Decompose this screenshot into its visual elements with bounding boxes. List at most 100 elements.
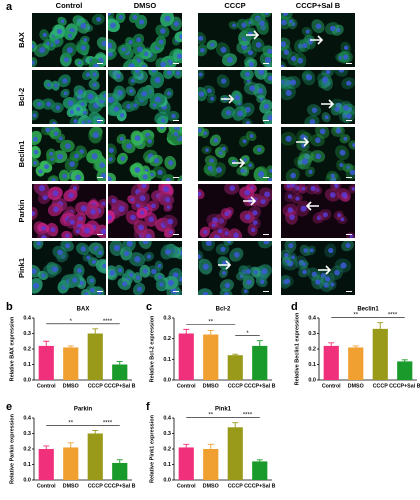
bar	[63, 347, 79, 380]
nucleus	[159, 127, 165, 130]
nucleus	[108, 51, 113, 57]
nucleus	[80, 45, 87, 51]
nucleus	[315, 153, 322, 160]
nucleus	[343, 45, 349, 51]
y-tick-label: 0.3	[23, 431, 31, 437]
y-tick-label: 0.4	[308, 315, 317, 321]
cells	[198, 184, 272, 238]
scale-bar	[263, 234, 269, 235]
x-tick-label: CCCP	[88, 383, 103, 389]
nucleus	[74, 153, 79, 159]
nucleus	[63, 56, 70, 63]
cells	[32, 13, 106, 67]
micrograph	[32, 127, 106, 181]
nucleus	[141, 91, 147, 97]
nucleus	[248, 163, 253, 168]
y-tick-label: 0.1	[163, 357, 171, 363]
y-tick-label: 0.4	[163, 415, 172, 421]
y-axis-label: Relative Beclin1 expression	[294, 312, 300, 385]
nucleus	[198, 72, 203, 77]
nucleus	[265, 56, 272, 64]
nucleus	[233, 251, 240, 258]
nucleus	[224, 291, 230, 295]
row-label: BAX	[17, 32, 26, 48]
nucleus	[109, 270, 116, 276]
nucleus	[46, 82, 51, 87]
chart-title: BAX	[77, 307, 90, 313]
nucleus	[45, 127, 51, 133]
nucleus	[224, 211, 230, 217]
scale-bar	[346, 291, 352, 292]
nucleus	[264, 191, 271, 198]
nucleus	[319, 128, 326, 135]
bar	[87, 433, 103, 480]
nucleus	[336, 27, 341, 33]
nucleus	[258, 70, 265, 75]
nucleus	[160, 61, 166, 67]
bar	[63, 447, 79, 480]
nucleus	[320, 272, 327, 279]
significance-label: **	[208, 413, 213, 419]
nucleus	[309, 248, 314, 253]
nucleus	[54, 39, 60, 45]
nucleus	[89, 287, 95, 293]
nucleus	[306, 74, 313, 81]
nucleus	[335, 128, 342, 134]
nucleus	[325, 276, 331, 282]
error-bar	[92, 429, 99, 437]
nucleus	[52, 190, 59, 197]
nucleus	[117, 268, 123, 273]
nucleus	[257, 147, 262, 153]
nucleus	[322, 212, 328, 218]
y-tick-label: 0.2	[308, 346, 316, 352]
cells	[108, 127, 182, 181]
y-tick-label: 0.1	[163, 462, 171, 468]
nucleus	[311, 107, 318, 113]
nucleus	[101, 201, 106, 206]
micrograph	[281, 127, 355, 181]
nucleus	[33, 160, 37, 165]
significance-label: ****	[243, 413, 253, 419]
x-tick-label: CCCP+Sal B	[244, 483, 276, 489]
scale-bar	[346, 120, 352, 121]
error-bar	[232, 353, 239, 357]
nucleus	[246, 279, 252, 285]
panel-label: a	[6, 1, 13, 13]
nucleus	[122, 281, 128, 287]
nucleus	[57, 153, 64, 160]
nucleus	[111, 198, 117, 204]
nucleus	[140, 210, 145, 215]
nucleus	[169, 230, 174, 235]
nucleus	[285, 135, 292, 142]
nucleus	[80, 205, 87, 212]
nucleus	[290, 79, 297, 86]
nucleus	[138, 19, 145, 25]
nucleus	[83, 110, 87, 115]
nucleus	[53, 206, 59, 213]
nucleus	[330, 173, 336, 178]
nucleus	[316, 215, 322, 221]
nucleus	[338, 70, 345, 73]
nucleus	[154, 76, 161, 84]
nucleus	[343, 105, 349, 111]
y-tick-label: 0.1	[23, 362, 31, 368]
scale-bar	[97, 120, 103, 121]
x-tick-label: CCCP	[228, 383, 243, 389]
nucleus	[198, 191, 202, 197]
nucleus	[297, 43, 303, 49]
cells	[198, 127, 272, 181]
nucleus	[32, 44, 35, 49]
micrograph	[108, 184, 182, 238]
x-tick-label: CCCP	[373, 383, 388, 389]
nucleus	[89, 278, 94, 283]
nucleus	[210, 96, 215, 101]
nucleus	[346, 80, 352, 86]
nucleus	[39, 47, 46, 54]
nucleus	[128, 63, 135, 67]
nucleus	[244, 214, 251, 220]
cells	[108, 184, 179, 238]
significance-label: **	[68, 420, 73, 426]
nucleus	[261, 268, 268, 275]
panel-label: e	[6, 401, 12, 413]
bar	[372, 328, 388, 380]
